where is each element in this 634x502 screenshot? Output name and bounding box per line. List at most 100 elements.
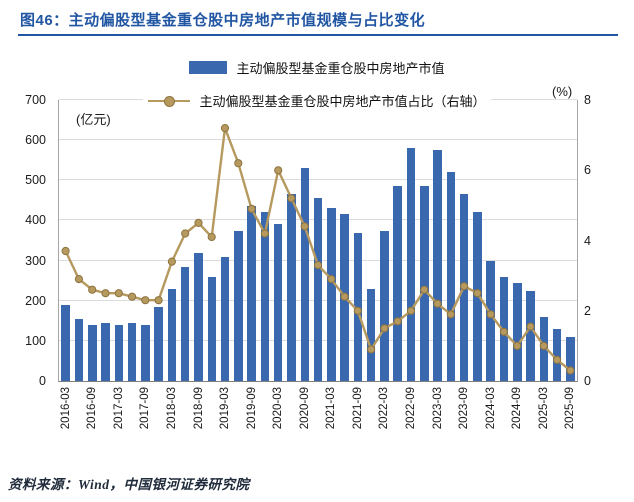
- x-axis-tick-label: 2025-03: [537, 387, 550, 430]
- x-axis-tick-label: 2024-09: [511, 387, 524, 430]
- x-axis-tick-label: 2016-09: [86, 387, 99, 430]
- bar: [180, 266, 190, 381]
- bar: [260, 212, 270, 381]
- x-axis-tick-label: 2019-09: [245, 387, 258, 430]
- line-marker: [114, 289, 123, 298]
- plot-area: [58, 99, 578, 382]
- y-axis-tick-label: 6: [584, 163, 591, 178]
- line-marker: [141, 296, 150, 305]
- title-divider: [18, 34, 618, 36]
- bar: [141, 324, 150, 381]
- line-marker: [460, 282, 469, 291]
- line-marker: [353, 306, 362, 315]
- bar: [313, 198, 323, 381]
- bar: [366, 288, 376, 381]
- line-marker: [473, 289, 482, 298]
- line-marker: [553, 355, 562, 364]
- line-marker: [367, 345, 376, 354]
- bar: [287, 194, 296, 381]
- line-marker: [194, 218, 203, 228]
- bar: [420, 186, 429, 381]
- y-axis-tick-label: 100: [25, 333, 46, 348]
- line-marker: [566, 366, 575, 375]
- y-axis-tick-label: 500: [25, 173, 46, 188]
- x-axis-tick-label: 2021-03: [325, 387, 338, 430]
- gridline: [59, 139, 577, 141]
- x-axis-tick-label: 2021-09: [351, 387, 364, 430]
- line-marker-swatch-icon: [164, 95, 176, 107]
- x-axis-tick-label: 2020-03: [272, 387, 285, 430]
- bar: [433, 150, 442, 381]
- gridline: [59, 179, 577, 181]
- bar: [273, 224, 283, 381]
- y-axis-tick-label: 2: [584, 303, 591, 318]
- line-marker: [513, 341, 522, 350]
- legend-item-ratio: 主动偏股型基金重仓股中房地产市值占比（右轴）: [143, 90, 491, 111]
- x-axis-tick-label: 2017-03: [112, 387, 125, 430]
- bar: [406, 148, 416, 381]
- line-marker: [313, 261, 323, 270]
- bar: [446, 172, 456, 381]
- x-axis-tick-label: 2025-09: [564, 387, 577, 430]
- line-marker: [128, 292, 137, 301]
- left-axis-unit: (亿元): [74, 109, 113, 128]
- x-axis-tick-label: 2016-03: [59, 387, 72, 430]
- y-axis-tick-label: 200: [25, 293, 46, 308]
- bar: [393, 186, 402, 381]
- y-axis-tick-label: 600: [25, 133, 46, 148]
- line-marker: [340, 292, 349, 301]
- line-marker: [74, 275, 83, 284]
- y-axis-tick-label: 300: [25, 253, 46, 268]
- right-axis-unit: (%): [552, 84, 573, 99]
- bar: [207, 276, 216, 381]
- y-axis-tick-label: 0: [584, 374, 591, 388]
- line-marker: [274, 166, 283, 175]
- ratio-line-layer: [61, 124, 575, 375]
- line-marker: [101, 289, 110, 298]
- line-marker: [207, 232, 216, 242]
- bar: [247, 206, 256, 381]
- line-marker: [380, 324, 389, 333]
- line-marker: [499, 327, 508, 336]
- x-axis-tick-label: 2020-09: [298, 387, 311, 430]
- bar: [61, 304, 70, 381]
- y-axis-left: 0 100 200 300 400 500 600 700: [0, 93, 52, 388]
- chart-legend: 主动偏股型基金重仓股中房地产市值 主动偏股型基金重仓股中房地产市值占比（右轴）: [0, 57, 634, 111]
- bar: [380, 230, 389, 381]
- line-marker: [247, 204, 256, 214]
- line-marker: [446, 310, 455, 319]
- line-marker: [300, 222, 309, 231]
- line-marker: [61, 246, 70, 256]
- line-marker: [88, 285, 97, 294]
- bar: [300, 168, 309, 381]
- y-axis-tick-label: 700: [25, 93, 46, 107]
- y-axis-tick-label: 400: [25, 213, 46, 228]
- bar: [327, 208, 336, 381]
- line-marker: [181, 229, 190, 238]
- bar: [88, 324, 97, 381]
- line-marker: [393, 317, 402, 326]
- legend-label-ratio: 主动偏股型基金重仓股中房地产市值占比（右轴）: [199, 94, 486, 109]
- bar: [154, 306, 163, 381]
- bar: [220, 256, 230, 381]
- bar: [74, 318, 84, 381]
- line-marker: [287, 194, 296, 203]
- line-marker: [167, 257, 177, 266]
- bar: [101, 322, 110, 381]
- bar: [167, 288, 177, 381]
- bar-series-swatch-icon: [189, 61, 228, 74]
- source-note: 资料来源：Wind，中国银河证券研究院: [8, 477, 250, 492]
- ratio-line: [64, 127, 572, 372]
- bar: [127, 322, 137, 381]
- figure-title: 图46：主动偏股型基金重仓股中房地产市值规模与占比变化: [20, 12, 426, 29]
- line-series-swatch-icon: [148, 95, 191, 107]
- line-marker: [220, 124, 230, 133]
- x-axis-tick-label: 2024-03: [484, 387, 497, 430]
- line-marker: [433, 299, 442, 308]
- line-marker: [486, 310, 495, 319]
- legend-label-market-value: 主动偏股型基金重仓股中房地产市值: [236, 61, 445, 76]
- line-marker: [260, 229, 269, 238]
- x-axis-tick-label: 2018-09: [192, 387, 205, 430]
- bar: [513, 282, 522, 381]
- x-axis: 2016-03 2016-09 2017-03 2017-09 2018-03 2018-…: [58, 383, 577, 461]
